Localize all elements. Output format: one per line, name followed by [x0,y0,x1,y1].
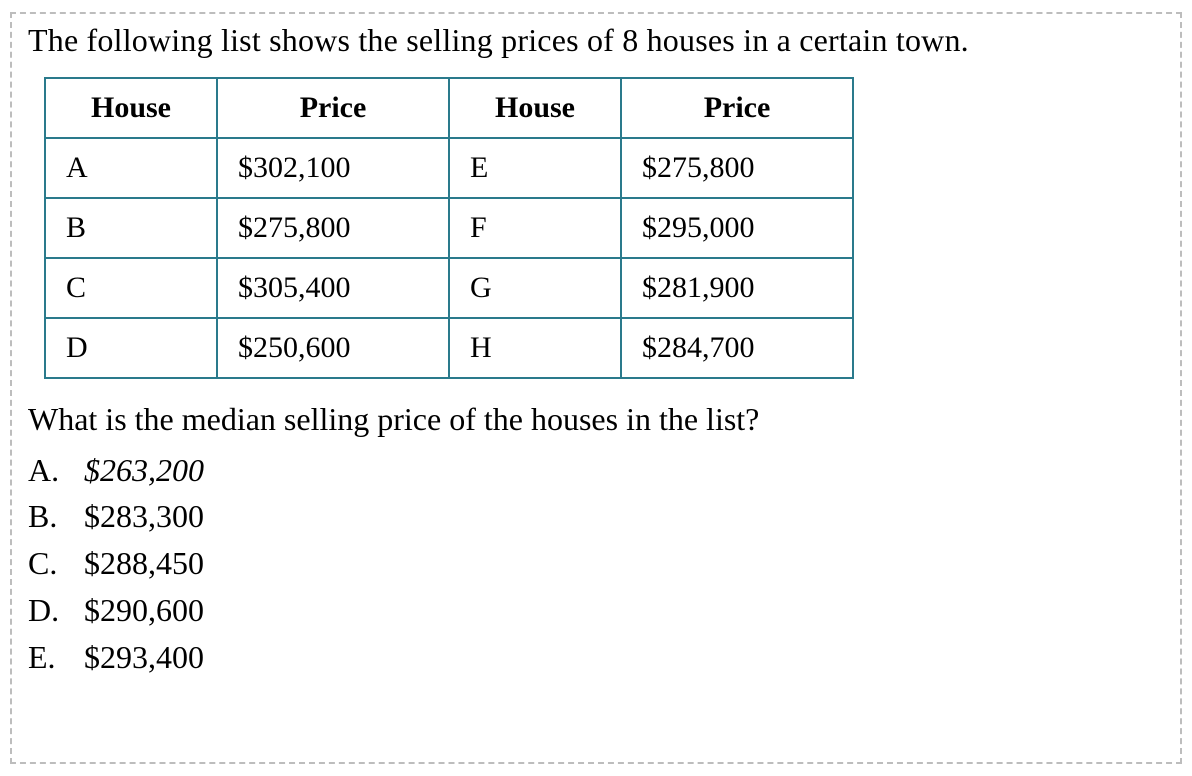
question-container: The following list shows the selling pri… [10,12,1182,764]
choice-value: $290,600 [84,588,204,633]
choice-value: $293,400 [84,635,204,680]
choice-letter: C. [28,541,84,586]
intro-text: The following list shows the selling pri… [28,18,1166,63]
choice-value: $263,200 [84,448,204,493]
table-row: D $250,600 H $284,700 [45,318,853,378]
choice-letter: B. [28,494,84,539]
choice-letter: A. [28,448,84,493]
choice-a[interactable]: A. $263,200 [28,448,1166,493]
choice-letter: D. [28,588,84,633]
cell-house: B [45,198,217,258]
table-row: C $305,400 G $281,900 [45,258,853,318]
cell-price: $275,800 [217,198,449,258]
choice-b[interactable]: B. $283,300 [28,494,1166,539]
choice-d[interactable]: D. $290,600 [28,588,1166,633]
cell-price: $281,900 [621,258,853,318]
choice-value: $283,300 [84,494,204,539]
cell-house: H [449,318,621,378]
table-row: A $302,100 E $275,800 [45,138,853,198]
cell-price: $275,800 [621,138,853,198]
choice-letter: E. [28,635,84,680]
choice-e[interactable]: E. $293,400 [28,635,1166,680]
cell-house: D [45,318,217,378]
header-house-1: House [45,78,217,138]
question-text: What is the median selling price of the … [28,397,1166,442]
cell-house: C [45,258,217,318]
answer-choices: A. $263,200 B. $283,300 C. $288,450 D. $… [28,448,1166,680]
cell-price: $302,100 [217,138,449,198]
header-price-2: Price [621,78,853,138]
header-house-2: House [449,78,621,138]
choice-c[interactable]: C. $288,450 [28,541,1166,586]
price-table: House Price House Price A $302,100 E $27… [44,77,854,379]
cell-house: G [449,258,621,318]
cell-house: A [45,138,217,198]
choice-value: $288,450 [84,541,204,586]
table-header-row: House Price House Price [45,78,853,138]
cell-price: $305,400 [217,258,449,318]
cell-price: $250,600 [217,318,449,378]
cell-price: $295,000 [621,198,853,258]
header-price-1: Price [217,78,449,138]
cell-price: $284,700 [621,318,853,378]
cell-house: F [449,198,621,258]
cell-house: E [449,138,621,198]
table-row: B $275,800 F $295,000 [45,198,853,258]
